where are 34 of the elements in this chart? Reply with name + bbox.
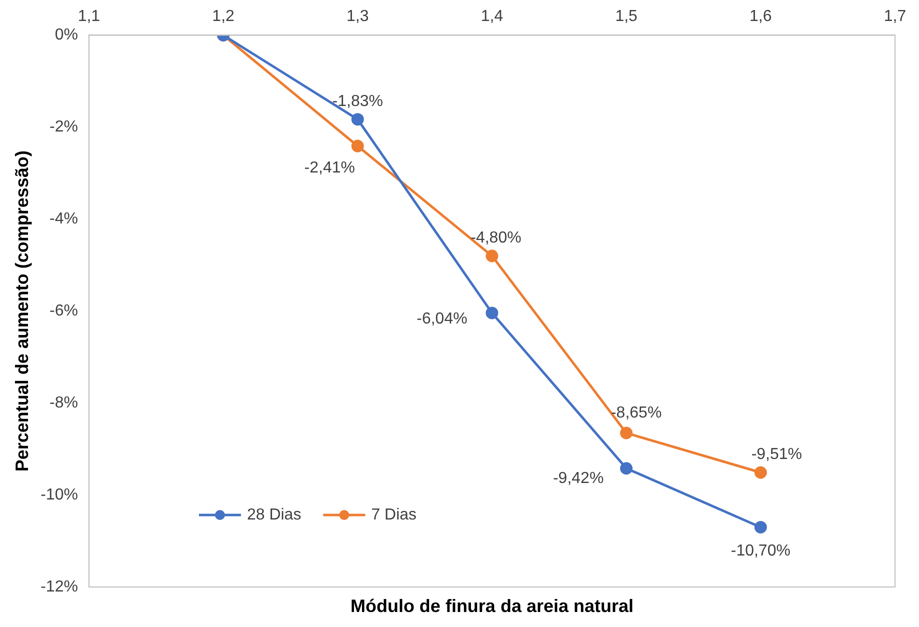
y-tick-label: -4% [50, 210, 78, 228]
x-tick-label: 1,6 [750, 8, 772, 26]
y-axis-title: Percentual de aumento (compressão) [12, 150, 32, 472]
y-tick-label: -12% [40, 578, 78, 596]
point [754, 520, 767, 534]
data-label: -9,42% [552, 470, 604, 487]
x-tick-label: 1,5 [615, 8, 638, 26]
y-tick-label: -6% [50, 302, 78, 320]
x-axis-title: Módulo de finura da areia natural [350, 596, 634, 616]
point [351, 113, 364, 126]
y-tick-label: -10% [40, 486, 78, 504]
data-label: -8,65% [610, 404, 662, 422]
point [486, 250, 498, 262]
point [754, 466, 767, 479]
data-label: -10,70% [730, 542, 790, 560]
y-tick-label: -2% [50, 118, 78, 136]
y-tick-label: 0% [54, 26, 78, 44]
point [486, 306, 498, 320]
x-tick-label: 1,2 [212, 8, 235, 26]
point [620, 462, 633, 475]
y-tick-label: -8% [50, 394, 78, 412]
legend-label: 7 Dias [371, 506, 417, 524]
legend-label: 28 Dias [246, 506, 302, 524]
data-label: -1,83% [332, 92, 383, 110]
x-tick-label: 1,7 [884, 8, 906, 26]
x-tick-label: 1,3 [346, 8, 369, 26]
x-tick-label: 1,4 [480, 8, 504, 26]
data-label: -2,41% [304, 159, 355, 176]
point [351, 140, 364, 152]
point [620, 426, 633, 440]
data-label: -9,51% [751, 446, 802, 463]
x-tick-label: 1,1 [78, 8, 100, 26]
data-label: -6,04% [416, 310, 468, 328]
data-label: -4,80% [470, 229, 522, 246]
